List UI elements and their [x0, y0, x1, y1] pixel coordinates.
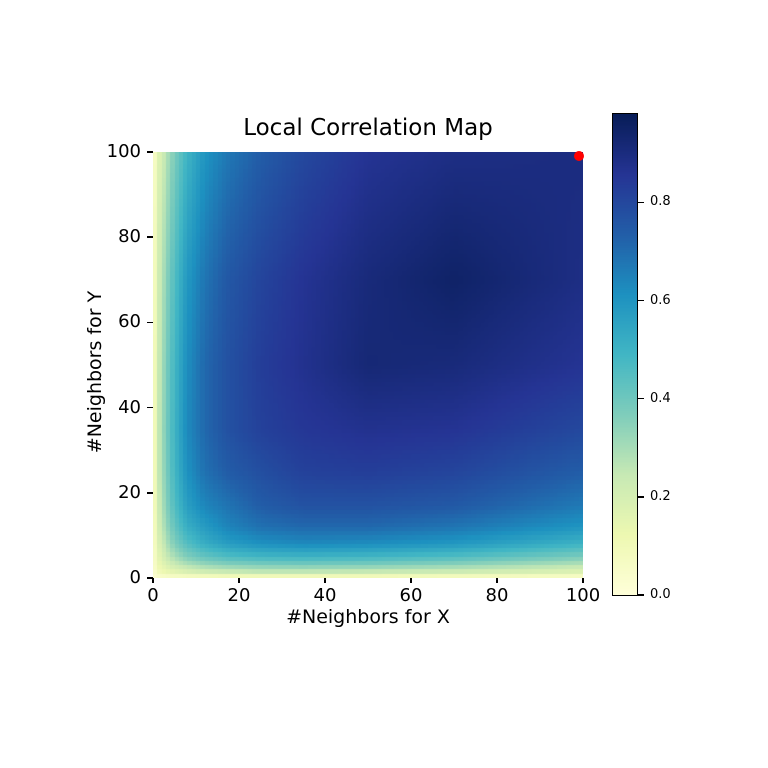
- colorbar-tick-mark: [638, 594, 644, 596]
- x-tick-mark: [496, 578, 498, 583]
- x-tick-mark: [410, 578, 412, 583]
- x-tick-label: 40: [313, 585, 337, 606]
- x-axis-label: #Neighbors for X: [286, 606, 450, 628]
- x-tick-mark: [152, 578, 154, 583]
- y-tick-mark: [147, 236, 153, 238]
- colorbar-tick-label: 0.4: [650, 390, 671, 406]
- colorbar-tick-label: 0.6: [650, 292, 671, 308]
- y-tick-mark: [147, 151, 153, 153]
- y-tick-label: 0: [129, 567, 141, 588]
- colorbar-tick-mark: [638, 299, 644, 302]
- optimum-marker-dot: [573, 151, 584, 162]
- y-tick-label: 80: [118, 226, 141, 248]
- y-tick-label: 40: [118, 396, 141, 418]
- colorbar-tick-label: 0.8: [650, 194, 671, 210]
- x-tick-label: 60: [399, 585, 423, 606]
- colorbar-tick-label: 0.0: [650, 587, 671, 602]
- colorbar-tick-mark: [638, 397, 644, 400]
- x-tick-mark: [324, 578, 326, 583]
- colorbar-tick-mark: [638, 496, 644, 498]
- colorbar-canvas: [613, 114, 637, 595]
- y-axis-label: #Neighbors for Y: [84, 290, 106, 454]
- y-tick-mark: [147, 577, 153, 579]
- colorbar-tick-label: 0.2: [650, 488, 671, 504]
- y-tick-label: 100: [106, 141, 141, 162]
- colorbar-outline: [612, 113, 638, 596]
- y-tick-mark: [147, 321, 153, 324]
- y-tick-mark: [147, 492, 153, 494]
- x-tick-label: 100: [565, 585, 601, 606]
- heatmap-canvas: [153, 152, 583, 578]
- chart-title: Local Correlation Map: [243, 115, 493, 141]
- x-tick-label: 0: [147, 585, 159, 606]
- x-tick-mark: [582, 578, 584, 583]
- x-tick-mark: [238, 578, 240, 583]
- x-tick-label: 80: [485, 585, 509, 606]
- colorbar-tick-mark: [638, 201, 644, 204]
- y-tick-mark: [147, 406, 153, 409]
- y-tick-label: 20: [118, 481, 141, 503]
- x-tick-label: 20: [227, 585, 251, 606]
- y-tick-label: 60: [118, 311, 141, 333]
